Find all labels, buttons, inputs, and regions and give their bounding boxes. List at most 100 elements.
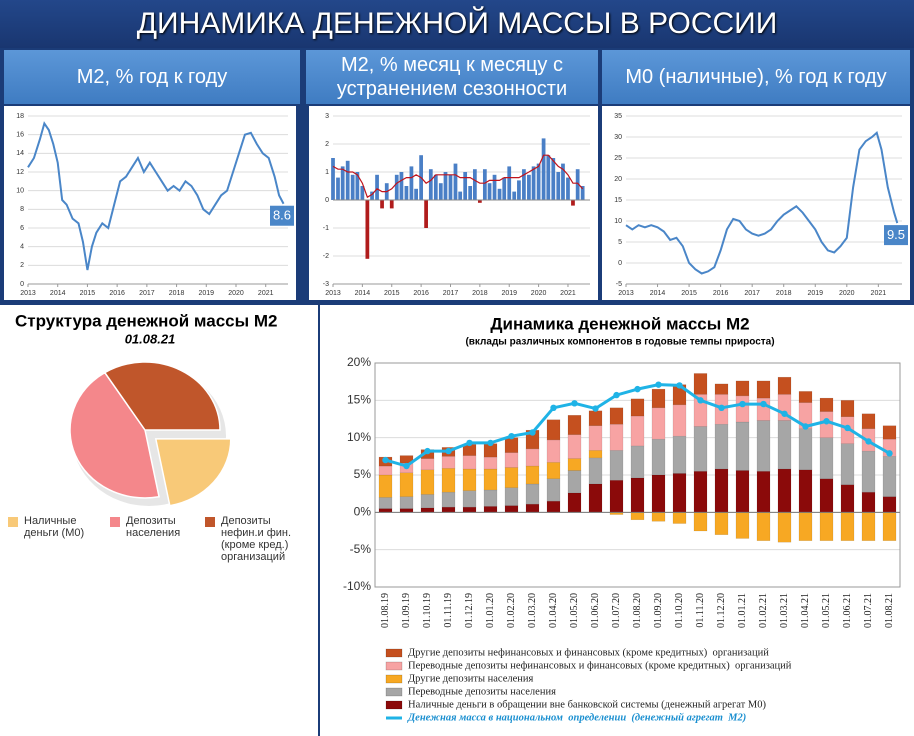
y-tick-label: 0% (354, 505, 372, 519)
point (508, 432, 515, 440)
chart-subtitle: 01.08.21 (125, 331, 176, 346)
bar-segment (798, 428, 813, 471)
legend-swatch (205, 517, 215, 527)
y-tick-label: 18 (16, 113, 24, 120)
y-tick-label: -10% (343, 579, 371, 593)
x-tick-label: 01.10.19 (422, 593, 433, 628)
point (403, 462, 410, 470)
bar-segment (420, 469, 435, 495)
bar-segment (630, 512, 645, 521)
chart: -3 -2 -1 0 1 2 3 2013 2014 2015 2016 2017 2018 2019 20… (309, 106, 598, 300)
bar-segment (861, 450, 876, 493)
bar (541, 138, 546, 200)
y-tick-label: 35 (614, 113, 622, 120)
pie-slice (69, 371, 160, 499)
bar (482, 169, 487, 200)
bar-segment (378, 465, 393, 476)
x-tick-label: 2017 (744, 290, 760, 297)
bar-segment (756, 420, 771, 472)
bar (409, 166, 414, 200)
bar (566, 177, 570, 200)
point (886, 450, 893, 457)
x-tick-label: 01.01.21 (737, 593, 748, 628)
x-tick-label: 01.09.19 (401, 593, 412, 628)
x-tick-label: 01.08.21 (884, 593, 895, 628)
bar (536, 163, 541, 200)
bar-segment (567, 492, 582, 513)
bar-segment (399, 472, 414, 497)
bar (453, 163, 458, 200)
annotation-box (270, 205, 294, 226)
bar-segment (504, 437, 519, 453)
legend-label: Другие депозиты нефинансовых и финансовы… (408, 647, 769, 658)
x-tick-label: 2021 (871, 290, 887, 297)
bar-segment (819, 512, 834, 541)
page-title: ДИНАМИКА ДЕНЕЖНОЙ МАССЫ В РОССИИ (0, 0, 914, 48)
x-tick-label: 2016 (713, 290, 729, 297)
x-tick-label: 01.12.19 (464, 593, 475, 628)
chart: Структура денежной массы М2 01.08.21 (0, 305, 318, 736)
bar-segment (546, 419, 561, 441)
y-tick-label: 14 (16, 150, 24, 157)
bar-segment (861, 512, 876, 541)
bar (350, 174, 355, 200)
bar-segment (798, 391, 813, 403)
annotation-box (884, 225, 908, 246)
y-tick-label: 15 (614, 197, 622, 204)
y-tick-label: 10 (614, 218, 622, 225)
x-tick-label: 2014 (355, 290, 371, 297)
bar-segment (504, 487, 519, 506)
x-tick-label: 2014 (50, 290, 66, 297)
bar-segment (525, 448, 540, 467)
bar-segment (378, 474, 393, 498)
bar-segment (588, 483, 603, 513)
bar-segment (378, 497, 393, 509)
point (529, 429, 536, 436)
legend-swatch (385, 661, 403, 671)
bar-segment (840, 512, 855, 541)
bar-segment (735, 395, 750, 423)
x-tick-label: 01.06.20 (590, 593, 601, 628)
bar-segment (882, 456, 897, 497)
point (844, 424, 851, 432)
bar-segment (714, 512, 729, 535)
x-tick-label: 2018 (169, 290, 185, 297)
bar (517, 180, 521, 200)
bar-segment (525, 503, 540, 513)
bar-segment (735, 421, 750, 471)
bar-segment (588, 457, 603, 485)
y-tick-label: 30 (614, 134, 622, 141)
y-tick-label: 0 (618, 260, 622, 267)
point (487, 439, 494, 447)
bar (345, 160, 350, 200)
y-tick-label: -1 (323, 225, 329, 232)
bar-segment (819, 411, 834, 438)
point (802, 423, 809, 430)
bar (399, 172, 404, 200)
bar-segment (882, 496, 897, 513)
point (634, 385, 641, 393)
line (332, 154, 584, 199)
bar-segment (756, 512, 771, 541)
bar-segment (483, 506, 498, 513)
x-tick-label: 2017 (443, 290, 459, 297)
bar-segment (693, 471, 708, 513)
bar-segment (651, 438, 666, 476)
bar-segment (735, 512, 750, 539)
x-tick-label: 01.08.19 (380, 593, 391, 628)
bar (497, 188, 502, 200)
bar-segment (483, 456, 498, 470)
bar (458, 191, 463, 200)
y-tick-label: 0 (325, 197, 329, 204)
point (466, 439, 473, 447)
line (27, 121, 285, 271)
point (760, 400, 767, 408)
y-tick-label: 3 (325, 113, 329, 120)
annotation: 8.6 (273, 208, 291, 223)
y-tick-label: -2 (323, 253, 329, 260)
x-tick-label: 2019 (807, 290, 823, 297)
plot-frame (374, 362, 901, 588)
x-tick-label: 01.09.20 (653, 593, 664, 628)
bar-segment (882, 512, 897, 541)
bar (463, 172, 468, 200)
